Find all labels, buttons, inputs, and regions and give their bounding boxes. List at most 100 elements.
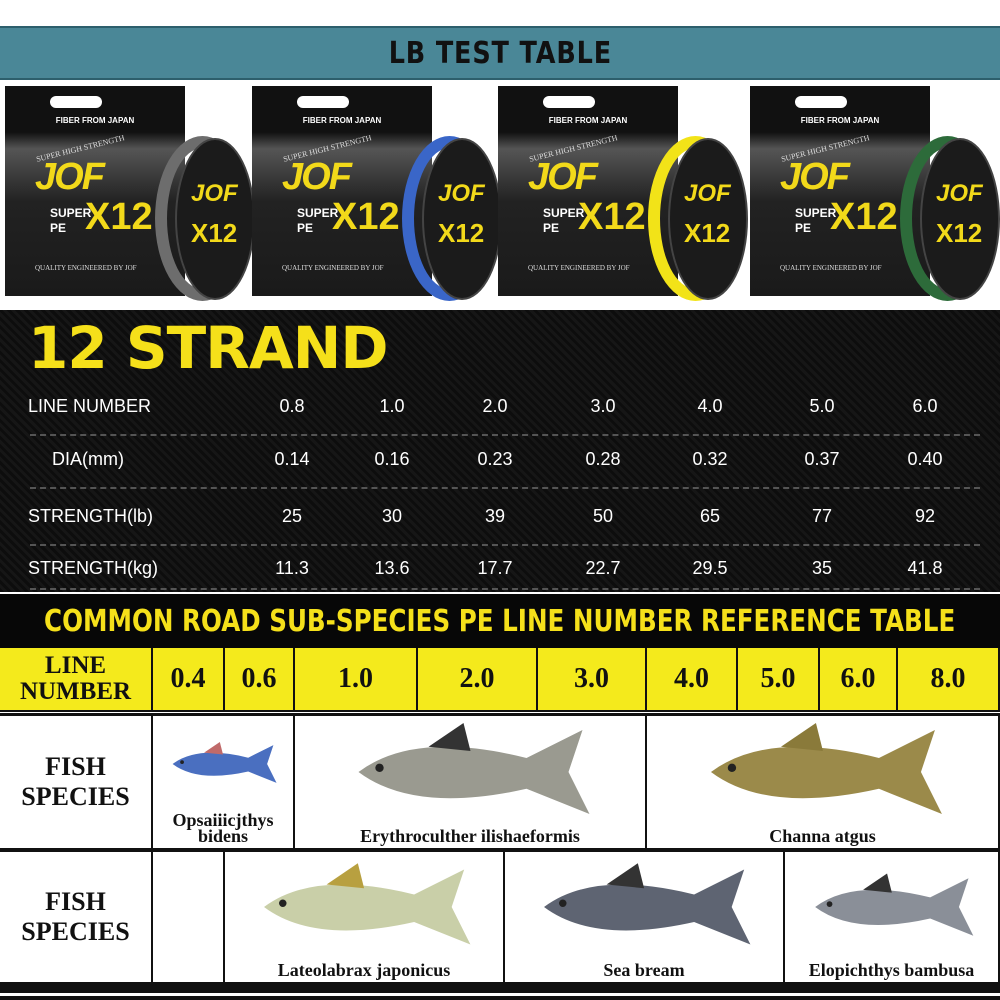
cell-value: 0.16 xyxy=(374,449,410,469)
pe-text: PE xyxy=(795,221,812,235)
reference-heading: COMMON ROAD SUB-SPECIES PE LINE NUMBER R… xyxy=(44,603,956,639)
spool-face: JOF X12 xyxy=(175,138,255,300)
cell-value: 65 xyxy=(699,506,721,526)
line-number-cell: 0.6 xyxy=(225,648,295,712)
line-number-cell: 6.0 xyxy=(820,648,898,712)
spool-model: X12 xyxy=(438,218,485,248)
cell-value: 13.6 xyxy=(374,558,410,578)
fish-cell xyxy=(153,852,225,982)
pe-text: PE xyxy=(50,221,67,235)
strand-row: STRENGTH(lb) 25 30 39 50 65 77 92 xyxy=(0,502,1000,532)
line-number-cell: 1.0 xyxy=(295,648,418,712)
fish-name: Channa atgus xyxy=(769,826,876,846)
super-text: SUPER xyxy=(543,206,585,220)
line-number-cell: 5.0 xyxy=(738,648,820,712)
box-quality: QUALITY ENGINEERED BY JOF xyxy=(35,264,137,272)
cell-value: 50 xyxy=(592,506,614,526)
cell-value: 22.7 xyxy=(585,558,621,578)
fish-cell: Channa atgus xyxy=(647,716,1000,848)
row-label: STRENGTH(lb) xyxy=(28,506,153,526)
cell-value: 0.8 xyxy=(279,396,305,416)
line-number-cell: 8.0 xyxy=(898,648,1000,712)
box-brand: JOF xyxy=(35,156,105,198)
fish-cell: Elopichthys bambusa xyxy=(785,852,1000,982)
fish-icon xyxy=(172,741,277,783)
line-number-cell: 4.0 xyxy=(647,648,738,712)
cell-value: 30 xyxy=(381,506,403,526)
row-label: STRENGTH(kg) xyxy=(28,558,158,578)
spool-brand: JOF xyxy=(936,180,983,207)
product-box: FIBER FROM JAPAN SUPER HIGH STRENGTH JOF X1… xyxy=(252,86,432,296)
spool-brand: JOF xyxy=(684,180,731,207)
super-text: SUPER xyxy=(50,206,92,220)
fish-species-label: FISH SPECIES xyxy=(0,852,153,982)
strand-row: LINE NUMBER 0.8 1.0 2.0 3.0 4.0 5.0 6.0 xyxy=(0,392,1000,422)
strand-heading: 12 STRAND xyxy=(28,314,388,382)
cell-value: 41.8 xyxy=(907,558,943,578)
fish-icon xyxy=(814,873,973,936)
divider xyxy=(0,848,1000,852)
box-super-pe: SUPER PE xyxy=(543,206,584,236)
pe-text: PE xyxy=(543,221,560,235)
cell-value: 0.37 xyxy=(804,449,840,469)
cell-value: 17.7 xyxy=(477,558,513,578)
box-box-top: FIBER FROM JAPAN xyxy=(302,116,382,125)
box-brand: JOF xyxy=(528,156,598,198)
title-bar: LB TEST TABLE xyxy=(0,26,1000,80)
cell-value: 0.28 xyxy=(585,449,621,469)
hang-tab xyxy=(50,96,102,108)
line-number-cell: 0.4 xyxy=(153,648,225,712)
row-label: DIA(mm) xyxy=(52,449,124,469)
spool-model: X12 xyxy=(684,218,731,248)
cell-value: 25 xyxy=(281,506,303,526)
strand-row: STRENGTH(kg) 11.3 13.6 17.7 22.7 29.5 35 41.8 xyxy=(0,554,1000,584)
cell-value: 92 xyxy=(914,506,936,526)
box-box-top: FIBER FROM JAPAN xyxy=(55,116,135,125)
fish-cell: Opsaiiicjthys bidens xyxy=(153,716,295,848)
cell-value: 2.0 xyxy=(482,396,508,416)
reference-heading-bar: COMMON ROAD SUB-SPECIES PE LINE NUMBER R… xyxy=(0,594,1000,648)
cell-value: 0.32 xyxy=(692,449,728,469)
box-model: X12 xyxy=(578,196,646,238)
line-spool: JOF X12 xyxy=(402,136,502,301)
spool-face: JOF X12 xyxy=(422,138,502,300)
page-title: LB TEST TABLE xyxy=(388,35,612,71)
fish-name: Lateolabrax japonicus xyxy=(277,960,451,980)
cell-value: 0.23 xyxy=(477,449,513,469)
cell-value: 39 xyxy=(484,506,506,526)
cell-value: 35 xyxy=(811,558,833,578)
line-number-label: LINE NUMBER xyxy=(0,648,153,712)
cell-value: 0.14 xyxy=(274,449,310,469)
product-image: FIBER FROM JAPAN SUPER HIGH STRENGTH JOF X1… xyxy=(252,86,502,306)
cell-value: 0.40 xyxy=(907,449,943,469)
box-brand: JOF xyxy=(780,156,850,198)
product-box: FIBER FROM JAPAN SUPER HIGH STRENGTH JOF X1… xyxy=(498,86,678,296)
box-quality: QUALITY ENGINEERED BY JOF xyxy=(282,264,384,272)
product-image: FIBER FROM JAPAN SUPER HIGH STRENGTH JOF X1… xyxy=(498,86,748,306)
fish-icon xyxy=(710,723,942,814)
dashed-divider xyxy=(30,487,980,489)
super-text: SUPER xyxy=(297,206,339,220)
cell-value: 77 xyxy=(811,506,833,526)
bottom-bar xyxy=(0,982,1000,1000)
box-model: X12 xyxy=(830,196,898,238)
fish-cell: Sea bream xyxy=(505,852,785,982)
fish-name: Elopichthys bambusa xyxy=(808,960,975,980)
divider xyxy=(0,713,1000,716)
cell-value: 1.0 xyxy=(379,396,405,416)
box-brand: JOF xyxy=(282,156,352,198)
cell-value: 11.3 xyxy=(275,558,309,578)
box-box-top: FIBER FROM JAPAN xyxy=(800,116,880,125)
line-number-cell: 2.0 xyxy=(418,648,538,712)
line-spool: JOF X12 xyxy=(648,136,748,301)
fish-cell: Lateolabrax japonicus xyxy=(225,852,505,982)
product-box: FIBER FROM JAPAN SUPER HIGH STRENGTH JOF X1… xyxy=(5,86,185,296)
dashed-divider xyxy=(30,588,980,590)
spool-face: JOF X12 xyxy=(668,138,748,300)
fish-cell: Erythroculther ilishaeformis xyxy=(295,716,647,848)
fish-icon xyxy=(263,863,471,945)
cell-value: 29.5 xyxy=(692,558,728,578)
strand-row: DIA(mm) 0.14 0.16 0.23 0.28 0.32 0.37 0.40 xyxy=(0,445,1000,475)
fish-name: Erythroculther ilishaeformis xyxy=(360,826,580,846)
box-quality: QUALITY ENGINEERED BY JOF xyxy=(780,264,882,272)
